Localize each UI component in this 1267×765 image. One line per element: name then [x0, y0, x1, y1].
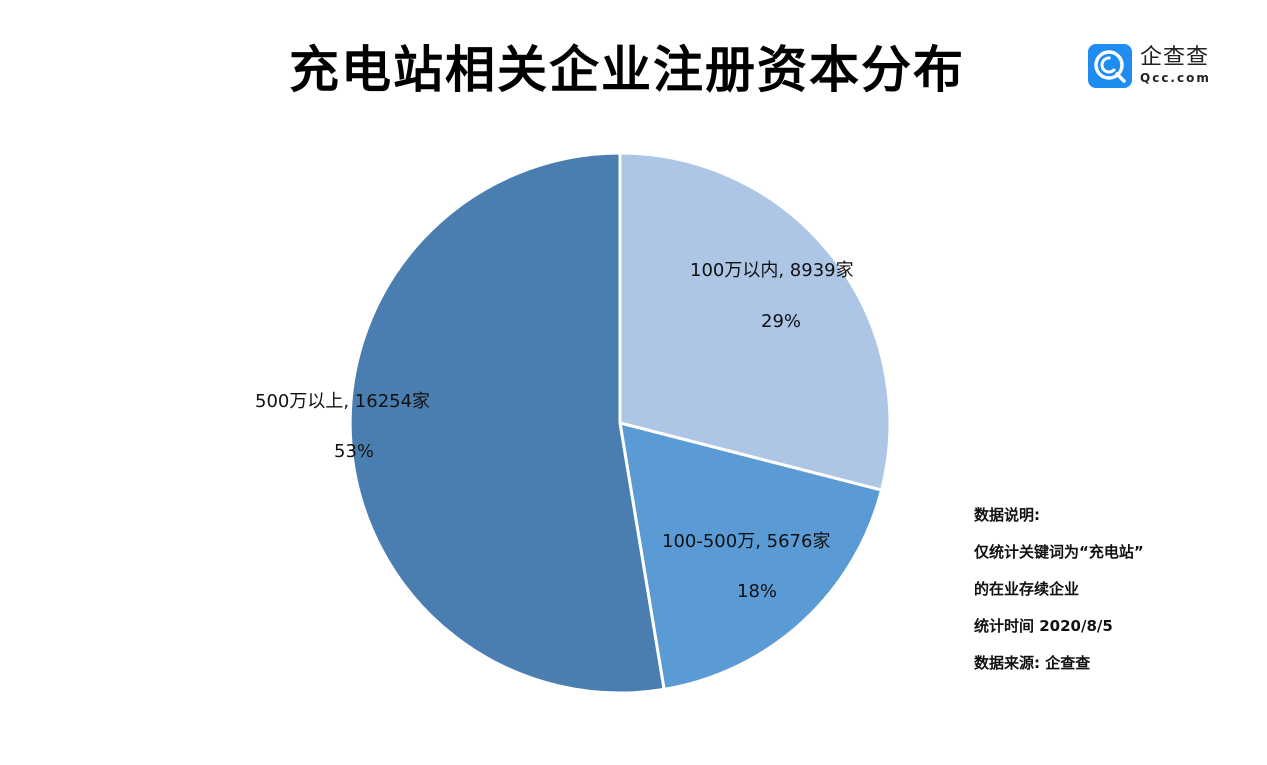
- notes-line-2: 的在业存续企业: [974, 580, 1080, 598]
- data-notes: 数据说明: 仅统计关键词为“充电站” 的在业存续企业 统计时间 2020/8/5…: [974, 505, 1144, 690]
- notes-line-1: 仅统计关键词为“充电站”: [974, 543, 1144, 561]
- chart-title: 充电站相关企业注册资本分布: [289, 41, 965, 99]
- slice-label-500w-above: 500万以上, 16254家: [255, 391, 431, 412]
- slice-label-100w-below: 100万以内, 8939家: [690, 260, 854, 281]
- slice-100w-below: [618, 151, 892, 492]
- slice-label-100-500w: 100-500万, 5676家: [662, 531, 831, 552]
- notes-source: 数据来源: 企查查: [974, 654, 1091, 672]
- logo-name-en: Qcc.com: [1140, 71, 1211, 85]
- notes-line-3: 统计时间 2020/8/5: [974, 617, 1113, 635]
- slice-100-500w: [618, 420, 884, 692]
- qcc-logo: 企查查 Qcc.com: [1088, 44, 1211, 88]
- slice-pct-100w-below: 29%: [761, 311, 802, 332]
- slice-pct-500w-above: 53%: [334, 441, 375, 462]
- qcc-logo-icon: [1088, 44, 1132, 88]
- notes-heading: 数据说明:: [974, 506, 1040, 524]
- slice-pct-100-500w: 18%: [737, 581, 778, 602]
- slice-500w-above: [348, 151, 666, 695]
- logo-name-cn: 企查查: [1140, 45, 1210, 70]
